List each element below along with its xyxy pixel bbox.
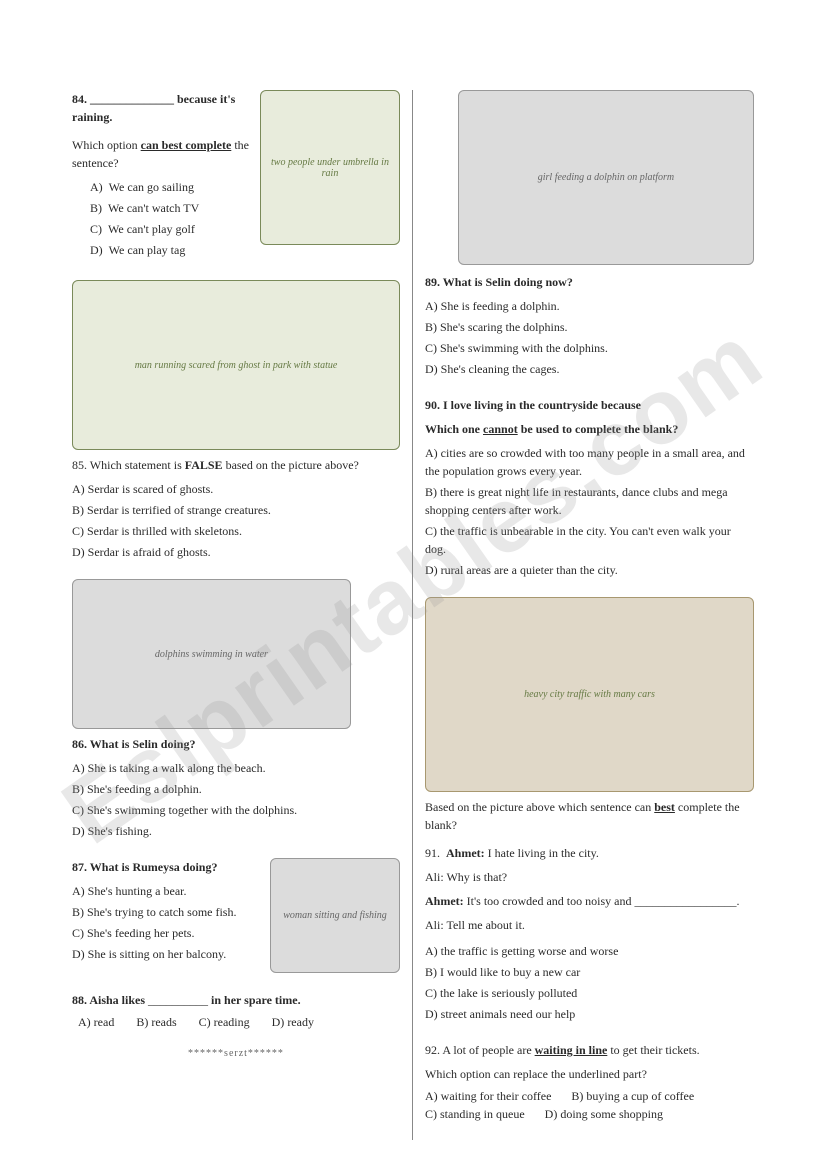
q91-d3-speaker: Ahmet: [425, 894, 464, 908]
q86-prompt: 86. What is Selin doing? [72, 735, 400, 753]
q91-d2: Ali: Why is that? [425, 868, 754, 886]
q91-d1-speaker: Ahmet: [446, 846, 485, 860]
q90-cannot: cannot [483, 422, 518, 436]
q86-image: dolphins swimming in water [72, 579, 351, 729]
q86-opt-d[interactable]: D) She's fishing. [72, 822, 400, 840]
q90-prompt-pre: Which one [425, 422, 483, 436]
q89-opt-a[interactable]: A) She is feeding a dolphin. [425, 297, 754, 315]
q84-opt-d[interactable]: D) We can play tag [90, 241, 252, 259]
q84-opt-c[interactable]: C) We can't play golf [90, 220, 252, 238]
q87-opt-c[interactable]: C) She's feeding her pets. [72, 924, 262, 942]
question-85: 85. Which statement is FALSE based on th… [72, 456, 400, 561]
q88-prefix: 88. Aisha likes [72, 993, 148, 1007]
q84-options: A) We can go sailing B) We can't watch T… [90, 178, 252, 259]
q92-opt-a[interactable]: A) waiting for their coffee [425, 1089, 551, 1104]
q87-opt-a[interactable]: A) She's hunting a bear. [72, 882, 262, 900]
q90-opt-a[interactable]: A) cities are so crowded with too many p… [425, 444, 754, 480]
q84-image: two people under umbrella in rain [260, 90, 400, 245]
q85-opt-d[interactable]: D) Serdar is afraid of ghosts. [72, 543, 400, 561]
q84-opt-a[interactable]: A) We can go sailing [90, 178, 252, 196]
q91-best: best [654, 800, 675, 814]
q90-opt-c[interactable]: C) the traffic is unbearable in the city… [425, 522, 754, 558]
q91-opt-d[interactable]: D) street animals need our help [425, 1005, 754, 1023]
q91-intro-pre: Based on the picture above which sentenc… [425, 800, 654, 814]
q90-opt-b[interactable]: B) there is great night life in restaura… [425, 483, 754, 519]
q89-prompt: 89. What is Selin doing now? [425, 273, 754, 291]
q85-false: FALSE [185, 458, 223, 472]
q87-opt-b[interactable]: B) She's trying to catch some fish. [72, 903, 262, 921]
question-90: 90. I love living in the countryside bec… [425, 396, 754, 579]
q91-image: heavy city traffic with many cars [425, 597, 754, 792]
q86-opt-c[interactable]: C) She's swimming together with the dolp… [72, 801, 400, 819]
q89-opt-c[interactable]: C) She's swimming with the dolphins. [425, 339, 754, 357]
question-89: 89. What is Selin doing now? A) She is f… [425, 273, 754, 378]
credit-text: ******serzt****** [72, 1048, 400, 1059]
q92-opt-b[interactable]: B) buying a cup of coffee [571, 1089, 694, 1104]
q88-blank: __________ [148, 993, 208, 1007]
question-91: 91. Ahmet: I hate living in the city. Al… [425, 844, 754, 1023]
q92-prefix: 92. A lot of people are [425, 1043, 535, 1057]
q92-opt-d[interactable]: D) doing some shopping [545, 1107, 663, 1122]
q85-prompt-pre: 85. Which statement is [72, 458, 185, 472]
q91-d3: It's too crowded and too noisy and _____… [464, 894, 740, 908]
q92-opt-c[interactable]: C) standing in queue [425, 1107, 525, 1122]
q85-image: man running scared from ghost in park wi… [72, 280, 400, 450]
question-92: 92. A lot of people are waiting in line … [425, 1041, 754, 1122]
q88-opt-d[interactable]: D) ready [272, 1015, 314, 1030]
q89-opt-b[interactable]: B) She's scaring the dolphins. [425, 318, 754, 336]
q92-suffix: to get their tickets. [607, 1043, 699, 1057]
q88-options: A) read B) reads C) reading D) ready [78, 1015, 400, 1030]
question-86: 86. What is Selin doing? A) She is takin… [72, 735, 400, 840]
q91-opt-a[interactable]: A) the traffic is getting worse and wors… [425, 942, 754, 960]
q91-d1: I hate living in the city. [485, 846, 599, 860]
q86-opt-a[interactable]: A) She is taking a walk along the beach. [72, 759, 400, 777]
q85-opt-c[interactable]: C) Serdar is thrilled with skeletons. [72, 522, 400, 540]
q91-opt-b[interactable]: B) I would like to buy a new car [425, 963, 754, 981]
q87-prompt: 87. What is Rumeysa doing? [72, 858, 262, 876]
q91-d4: Ali: Tell me about it. [425, 916, 754, 934]
q85-opt-b[interactable]: B) Serdar is terrified of strange creatu… [72, 501, 400, 519]
q88-suffix: in her spare time. [211, 993, 301, 1007]
q88-opt-a[interactable]: A) read [78, 1015, 114, 1030]
q92-underline: waiting in line [535, 1043, 608, 1057]
q85-opt-a[interactable]: A) Serdar is scared of ghosts. [72, 480, 400, 498]
q88-opt-b[interactable]: B) reads [136, 1015, 176, 1030]
q84-prompt-pre: Which option [72, 138, 141, 152]
q84-prompt-key: can best complete [141, 138, 232, 152]
q84-stem: ______________ because it's raining. [72, 92, 235, 124]
right-column: girl feeding a dolphin on platform 89. W… [413, 90, 766, 1140]
q84-number: 84. [72, 92, 87, 106]
q87-image: woman sitting and fishing [270, 858, 400, 973]
q88-opt-c[interactable]: C) reading [199, 1015, 250, 1030]
worksheet-page: 84. ______________ because it's raining.… [60, 90, 766, 1140]
q89-opt-d[interactable]: D) She's cleaning the cages. [425, 360, 754, 378]
question-84: 84. ______________ because it's raining.… [72, 90, 400, 262]
q91-num: 91. [425, 846, 440, 860]
q84-opt-b[interactable]: B) We can't watch TV [90, 199, 252, 217]
q89-image: girl feeding a dolphin on platform [458, 90, 754, 265]
q90-opt-d[interactable]: D) rural areas are a quieter than the ci… [425, 561, 754, 579]
question-88: 88. Aisha likes __________ in her spare … [72, 991, 400, 1030]
question-87: 87. What is Rumeysa doing? A) She's hunt… [72, 858, 400, 973]
q90-stem: 90. I love living in the countryside bec… [425, 396, 754, 414]
q86-opt-b[interactable]: B) She's feeding a dolphin. [72, 780, 400, 798]
left-column: 84. ______________ because it's raining.… [60, 90, 413, 1140]
q85-prompt-post: based on the picture above? [223, 458, 359, 472]
q91-opt-c[interactable]: C) the lake is seriously polluted [425, 984, 754, 1002]
q90-prompt-post: be used to complete the blank? [518, 422, 679, 436]
q87-opt-d[interactable]: D) She is sitting on her balcony. [72, 945, 262, 963]
q92-prompt: Which option can replace the underlined … [425, 1065, 754, 1083]
